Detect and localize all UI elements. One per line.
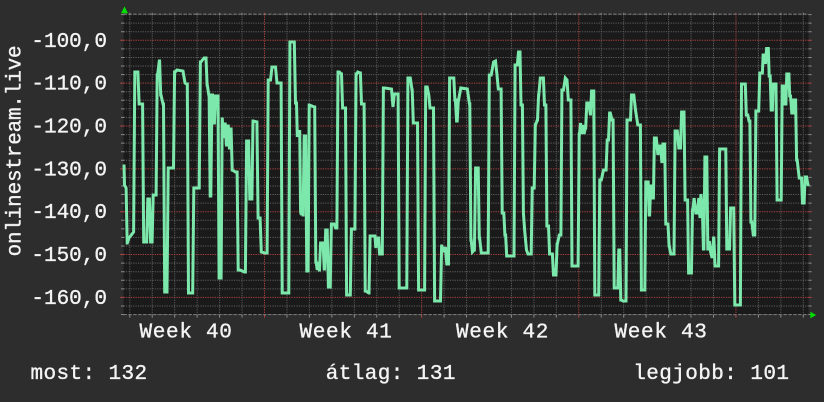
svg-text:-150,0: -150,0 (31, 245, 107, 268)
svg-text:Week 42: Week 42 (456, 322, 549, 345)
svg-text:-120,0: -120,0 (31, 117, 107, 140)
svg-text:legjobb: 101: legjobb: 101 (633, 363, 789, 386)
svg-text:Week 43: Week 43 (614, 322, 707, 345)
svg-text:onlinestream.live: onlinestream.live (5, 46, 28, 257)
svg-text:-140,0: -140,0 (31, 202, 107, 225)
svg-text:-160,0: -160,0 (31, 288, 107, 311)
svg-text:-130,0: -130,0 (31, 159, 107, 182)
svg-text:-110,0: -110,0 (31, 74, 107, 97)
svg-text:Week 41: Week 41 (299, 322, 392, 345)
svg-text:most: 132: most: 132 (31, 363, 148, 386)
svg-text:Week 40: Week 40 (139, 322, 232, 345)
svg-text:-100,0: -100,0 (31, 31, 107, 54)
svg-text:átlag: 131: átlag: 131 (326, 363, 456, 386)
